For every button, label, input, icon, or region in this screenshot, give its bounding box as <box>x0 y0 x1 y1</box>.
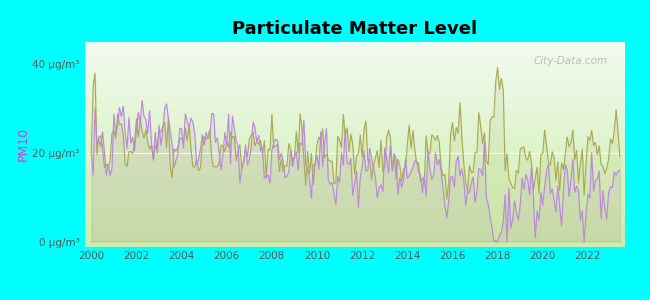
Y-axis label: PM10: PM10 <box>16 127 29 161</box>
Text: City-Data.com: City-Data.com <box>534 56 608 66</box>
Legend: Patton, PA, US: Patton, PA, US <box>274 299 434 300</box>
Title: Particulate Matter Level: Particulate Matter Level <box>231 20 477 38</box>
